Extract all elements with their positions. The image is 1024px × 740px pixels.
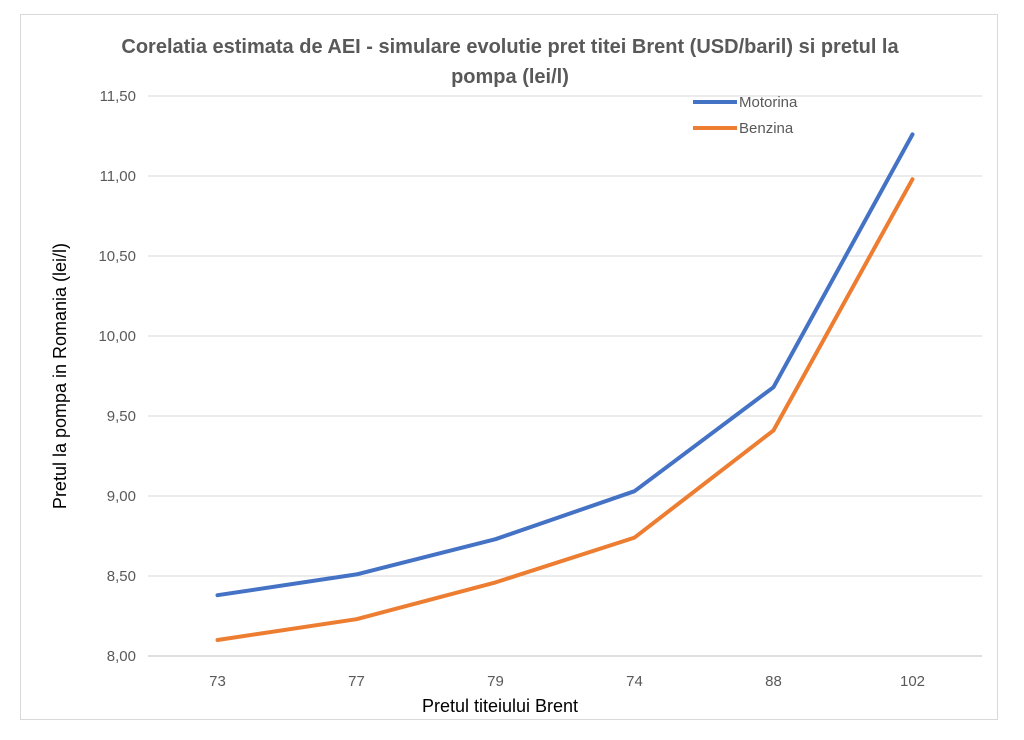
x-tick-label: 79 [487, 673, 504, 690]
y-tick-label: 11,00 [100, 168, 136, 185]
legend-label-motorina: Motorina [739, 94, 798, 111]
series-line-benzina [215, 177, 915, 642]
series-line-motorina [215, 132, 915, 598]
y-tick-label: 10,00 [98, 328, 136, 345]
y-tick-label: 9,50 [107, 408, 136, 425]
chart-title: Corelatia estimata de AEI - simulare evo… [121, 36, 899, 88]
x-tick-label: 73 [209, 673, 226, 690]
x-tick-label: 74 [626, 673, 643, 690]
x-tick-label: 77 [348, 673, 365, 690]
y-tick-label: 10,50 [98, 248, 136, 265]
x-tick-label: 88 [765, 673, 782, 690]
y-tick-label: 9,00 [107, 488, 136, 505]
chart-frame [20, 14, 998, 720]
y-tick-label: 8,00 [107, 648, 136, 665]
y-tick-label: 11,50 [100, 88, 136, 105]
y-axis-label: Pretul la pompa in Romania (lei/l) [50, 243, 70, 509]
legend-label-benzina: Benzina [739, 120, 794, 137]
x-axis-label: Pretul titeiului Brent [422, 696, 578, 716]
x-tick-label: 102 [900, 673, 925, 690]
y-tick-label: 8,50 [107, 568, 136, 585]
